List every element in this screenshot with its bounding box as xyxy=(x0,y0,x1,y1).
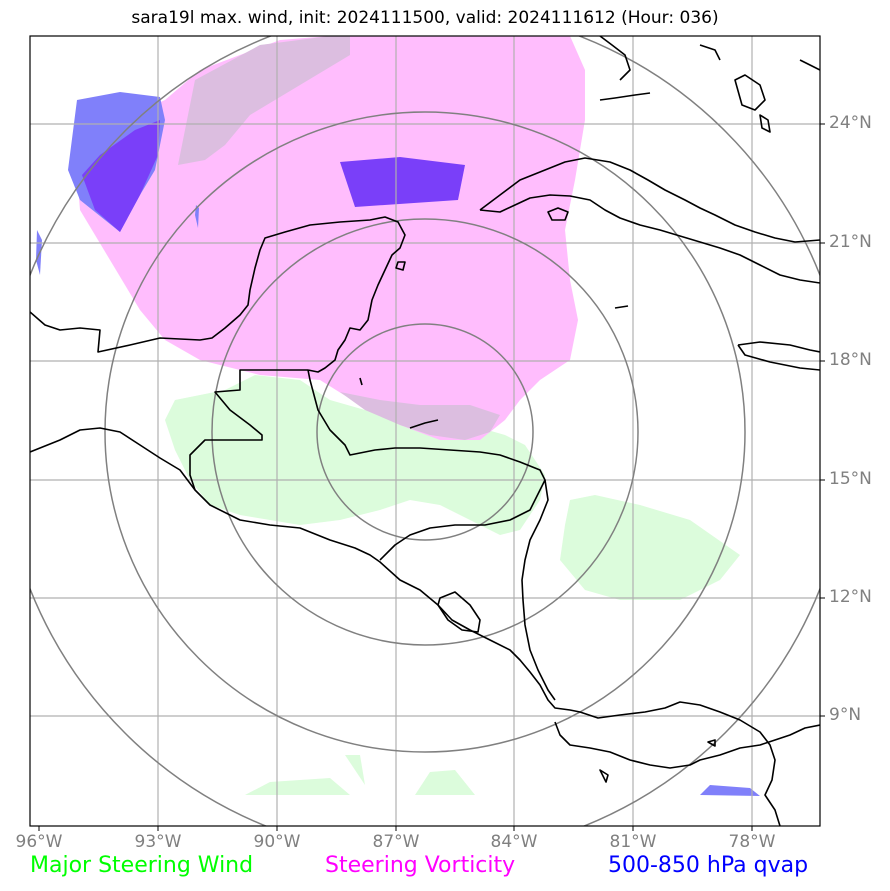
lat-tick-label: 24°N xyxy=(829,113,872,133)
qvap-area xyxy=(36,92,760,796)
lat-tick-label: 12°N xyxy=(829,587,872,607)
coastlines xyxy=(30,36,820,826)
lat-tick-label: 18°N xyxy=(829,350,872,370)
range-rings xyxy=(30,36,820,826)
lon-tick-label: 87°W xyxy=(372,832,420,852)
map-frame xyxy=(29,35,821,827)
lon-tick-label: 81°W xyxy=(609,832,657,852)
lon-tick-label: 90°W xyxy=(253,832,301,852)
map-title: sara19l max. wind, init: 2024111500, val… xyxy=(131,8,719,28)
lat-tick-label: 9°N xyxy=(829,705,862,725)
lon-tick-label: 78°W xyxy=(728,832,776,852)
gridlines xyxy=(30,36,820,826)
lon-tick-label: 84°W xyxy=(490,832,538,852)
legend-qvap: 500-850 hPa qvap xyxy=(608,853,809,878)
lat-tick-label: 15°N xyxy=(829,469,872,489)
legend-steering-wind: Major Steering Wind xyxy=(30,853,254,878)
legend-steering-vorticity: Steering Vorticity xyxy=(325,853,516,878)
lat-tick-label: 21°N xyxy=(829,232,872,252)
lon-tick-label: 96°W xyxy=(15,832,63,852)
lon-tick-label: 93°W xyxy=(134,832,182,852)
